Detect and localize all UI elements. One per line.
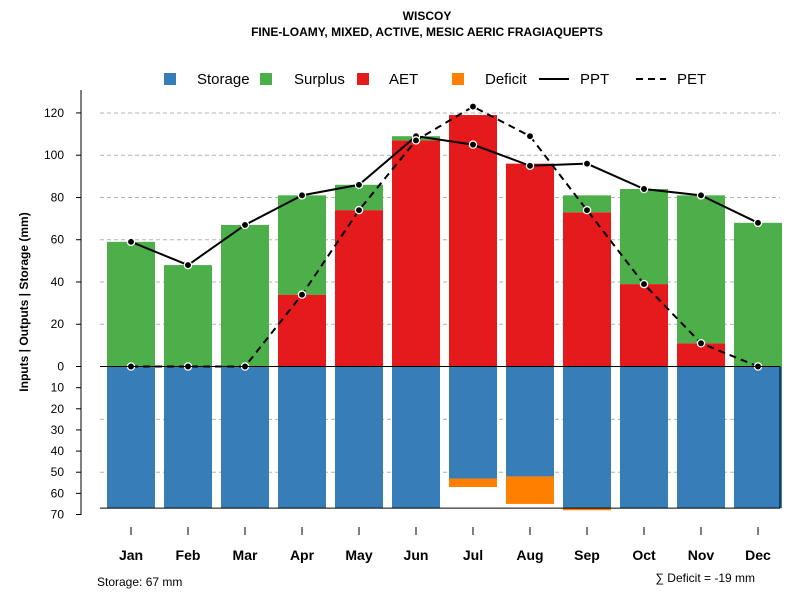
legend-label-deficit: Deficit [485, 71, 528, 88]
deficit-note: ∑ Deficit = -19 mm [655, 571, 755, 585]
legend-swatch-deficit [452, 73, 464, 85]
legend-swatch-aet [357, 73, 369, 85]
surplus-bar [620, 189, 668, 285]
legend-label-pet: PET [677, 71, 706, 88]
deficit-bar [506, 476, 554, 504]
y-tick-label: 20 [51, 402, 65, 416]
ppt-point [126, 237, 136, 247]
surplus-bar [221, 224, 269, 367]
x-tick-label: Jan [119, 547, 143, 563]
pet-point [354, 205, 364, 215]
legend-swatch-storage [164, 73, 176, 85]
x-tick-label: Dec [745, 547, 771, 563]
storage-bar [620, 366, 668, 509]
ppt-point [753, 218, 763, 228]
y-tick-label: 20 [51, 317, 65, 331]
aet-bar [620, 284, 668, 367]
x-tick-label: Jun [404, 547, 429, 563]
surplus-bar [734, 222, 782, 367]
pet-point [468, 102, 478, 111]
series-lines [126, 102, 763, 371]
axes: 0 20 40 60 80 100 120 10 20 30 40 50 60 70 Jan Feb Mar Ap… [44, 90, 781, 563]
x-tick-label: Sep [574, 547, 600, 563]
ppt-point [183, 260, 193, 270]
ppt-point [297, 191, 307, 200]
surplus-bar [164, 265, 212, 367]
surplus-bar [278, 195, 326, 295]
x-tick-label: Mar [233, 547, 258, 563]
y-axis-label: Inputs | Outputs | Storage (mm) [17, 212, 31, 391]
storage-note: Storage: 67 mm [97, 575, 182, 589]
legend-label-ppt: PPT [580, 71, 609, 88]
storage-bar [506, 366, 554, 477]
ppt-point [639, 184, 649, 194]
y-tick-label: 120 [44, 106, 64, 120]
storage-bar [677, 366, 725, 509]
pet-point [297, 290, 307, 299]
legend-label-aet: AET [389, 71, 418, 88]
legend-swatch-surplus [260, 73, 272, 85]
deficit-bar [563, 508, 611, 511]
pet-point [411, 136, 421, 145]
ppt-point [525, 161, 535, 171]
y-tick-label: 100 [44, 148, 64, 162]
storage-bar [449, 366, 497, 479]
storage-bar [107, 366, 155, 509]
pet-point [696, 339, 706, 348]
y-tick-label: 60 [51, 233, 65, 247]
aet-bar [392, 140, 440, 367]
legend-label-storage: Storage [197, 71, 250, 88]
legend-label-surplus: Surplus [294, 71, 345, 88]
ppt-point [354, 180, 364, 190]
deficit-bar [449, 478, 497, 488]
x-tick-label: Feb [176, 547, 201, 563]
storage-bar [164, 366, 212, 509]
y-tick-label: 10 [51, 381, 65, 395]
y-tick-label: 50 [51, 465, 65, 479]
y-tick-label: 60 [51, 486, 65, 500]
aet-bar [335, 210, 383, 367]
y-tick-label: 40 [51, 275, 65, 289]
ppt-line [130, 135, 759, 267]
chart-title: WISCOY [403, 9, 452, 23]
ppt-point [468, 140, 478, 149]
ppt-point [240, 220, 250, 230]
aet-bar [563, 212, 611, 367]
surplus-bar [677, 195, 725, 344]
ppt-point [696, 191, 706, 200]
x-tick-label: Aug [516, 547, 543, 563]
ppt-point [582, 159, 592, 168]
aet-bar [449, 115, 497, 367]
storage-bar [734, 366, 782, 509]
storage-bar [221, 366, 269, 509]
storage-bar [278, 366, 326, 509]
aet-bar [278, 294, 326, 367]
pet-point [582, 205, 592, 215]
y-tick-label: 70 [51, 508, 65, 522]
bars [107, 115, 782, 511]
y-tick-label: 40 [51, 444, 65, 458]
legend: Storage Surplus AET Deficit PPT PET [164, 71, 706, 88]
surplus-bar [107, 241, 155, 367]
chart-subtitle: FINE-LOAMY, MIXED, ACTIVE, MESIC AERIC F… [251, 25, 603, 39]
pet-point [639, 279, 649, 289]
x-tick-label: Apr [290, 547, 315, 563]
storage-bar [392, 366, 440, 509]
y-tick-label: 0 [57, 360, 64, 374]
x-tick-label: Jul [463, 547, 483, 563]
x-tick-label: May [345, 547, 372, 563]
storage-bar [335, 366, 383, 509]
storage-bar [563, 366, 611, 509]
pet-point [525, 131, 535, 141]
x-tick-label: Oct [632, 547, 656, 563]
y-tick-label: 30 [51, 423, 65, 437]
y-tick-label: 80 [51, 190, 65, 204]
surplus-bar [563, 195, 611, 213]
x-tick-label: Nov [688, 547, 715, 563]
aet-bar [506, 163, 554, 367]
